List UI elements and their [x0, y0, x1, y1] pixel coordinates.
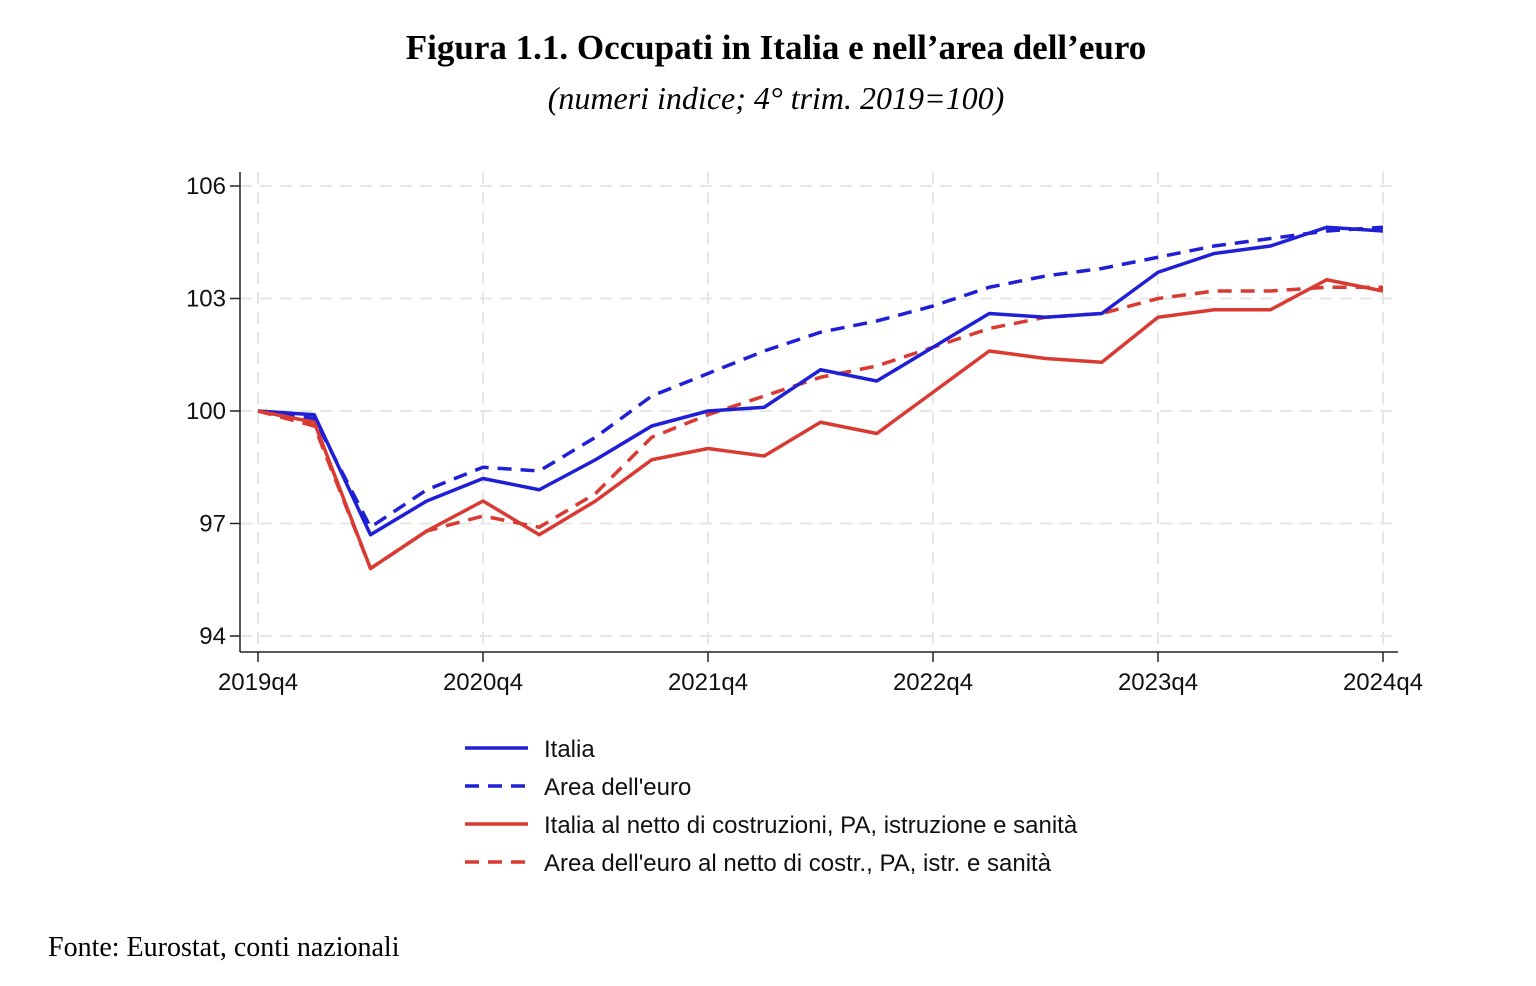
y-tick-label: 100	[186, 398, 226, 425]
x-tick-label: 2019q4	[218, 669, 298, 696]
y-tick-label: 103	[186, 286, 226, 313]
legend-label: Italia al netto di costruzioni, PA, istr…	[544, 812, 1078, 839]
y-tick-label: 94	[199, 623, 226, 650]
x-tick-label: 2024q4	[1343, 669, 1423, 696]
x-tick-label: 2022q4	[893, 669, 973, 696]
series-line-3	[257, 278, 1384, 571]
legend-label: Area dell'euro al netto di costr., PA, i…	[544, 850, 1052, 877]
x-tick-label: 2021q4	[668, 669, 748, 696]
legend: Italia Area dell'euro Italia al netto di c…	[465, 736, 1078, 877]
y-tick-label: 97	[199, 511, 226, 538]
series-line-4	[257, 285, 1383, 571]
chart-subtitle: (numeri indice; 4° trim. 2019=100)	[547, 80, 1005, 116]
x-tick-label: 2020q4	[443, 669, 523, 696]
series-line-1	[257, 225, 1384, 537]
legend-label: Italia	[544, 736, 595, 763]
series-lines	[257, 225, 1384, 571]
legend-label: Area dell'euro	[544, 774, 691, 801]
x-tick-label: 2023q4	[1118, 669, 1198, 696]
y-tick-label: 106	[186, 173, 226, 200]
series-line-2	[257, 225, 1384, 529]
axes: 94 97 100 103 106 2019q4 2020q4 2021q4 2022q4 202…	[186, 172, 1423, 696]
source-note: Fonte: Eurostat, conti nazionali	[48, 932, 400, 963]
chart-title: Figura 1.1. Occupati in Italia e nell’ar…	[405, 28, 1147, 67]
